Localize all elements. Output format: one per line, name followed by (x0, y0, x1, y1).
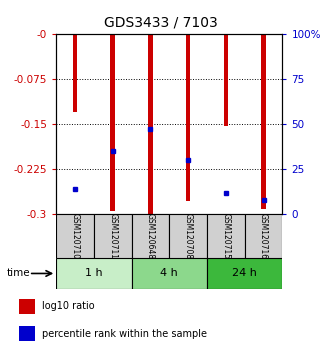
Text: GSM120708: GSM120708 (184, 213, 193, 259)
Bar (132, 214, 169, 258)
Text: GSM120715: GSM120715 (221, 213, 230, 259)
Text: 1 h: 1 h (85, 268, 103, 279)
Text: time: time (6, 268, 30, 279)
Bar (261, 34, 266, 209)
Bar (169, 214, 207, 258)
Text: 4 h: 4 h (160, 268, 178, 279)
Text: 24 h: 24 h (232, 268, 257, 279)
Text: GSM120648: GSM120648 (146, 213, 155, 259)
Bar (19, 326, 35, 341)
Bar (207, 258, 282, 289)
Bar (148, 34, 153, 214)
Text: log10 ratio: log10 ratio (42, 301, 95, 311)
Bar (19, 299, 35, 314)
Text: percentile rank within the sample: percentile rank within the sample (42, 329, 207, 339)
Text: GDS3433 / 7103: GDS3433 / 7103 (104, 16, 217, 30)
Bar (245, 214, 282, 258)
Bar (56, 258, 132, 289)
Bar (73, 34, 77, 112)
Bar (207, 214, 245, 258)
Bar (56, 214, 94, 258)
Text: GSM120710: GSM120710 (71, 213, 80, 259)
Bar (132, 258, 207, 289)
Bar (186, 34, 190, 201)
Bar (224, 34, 228, 126)
Bar (110, 34, 115, 211)
Text: GSM120716: GSM120716 (259, 213, 268, 259)
Bar (94, 214, 132, 258)
Text: GSM120711: GSM120711 (108, 213, 117, 259)
